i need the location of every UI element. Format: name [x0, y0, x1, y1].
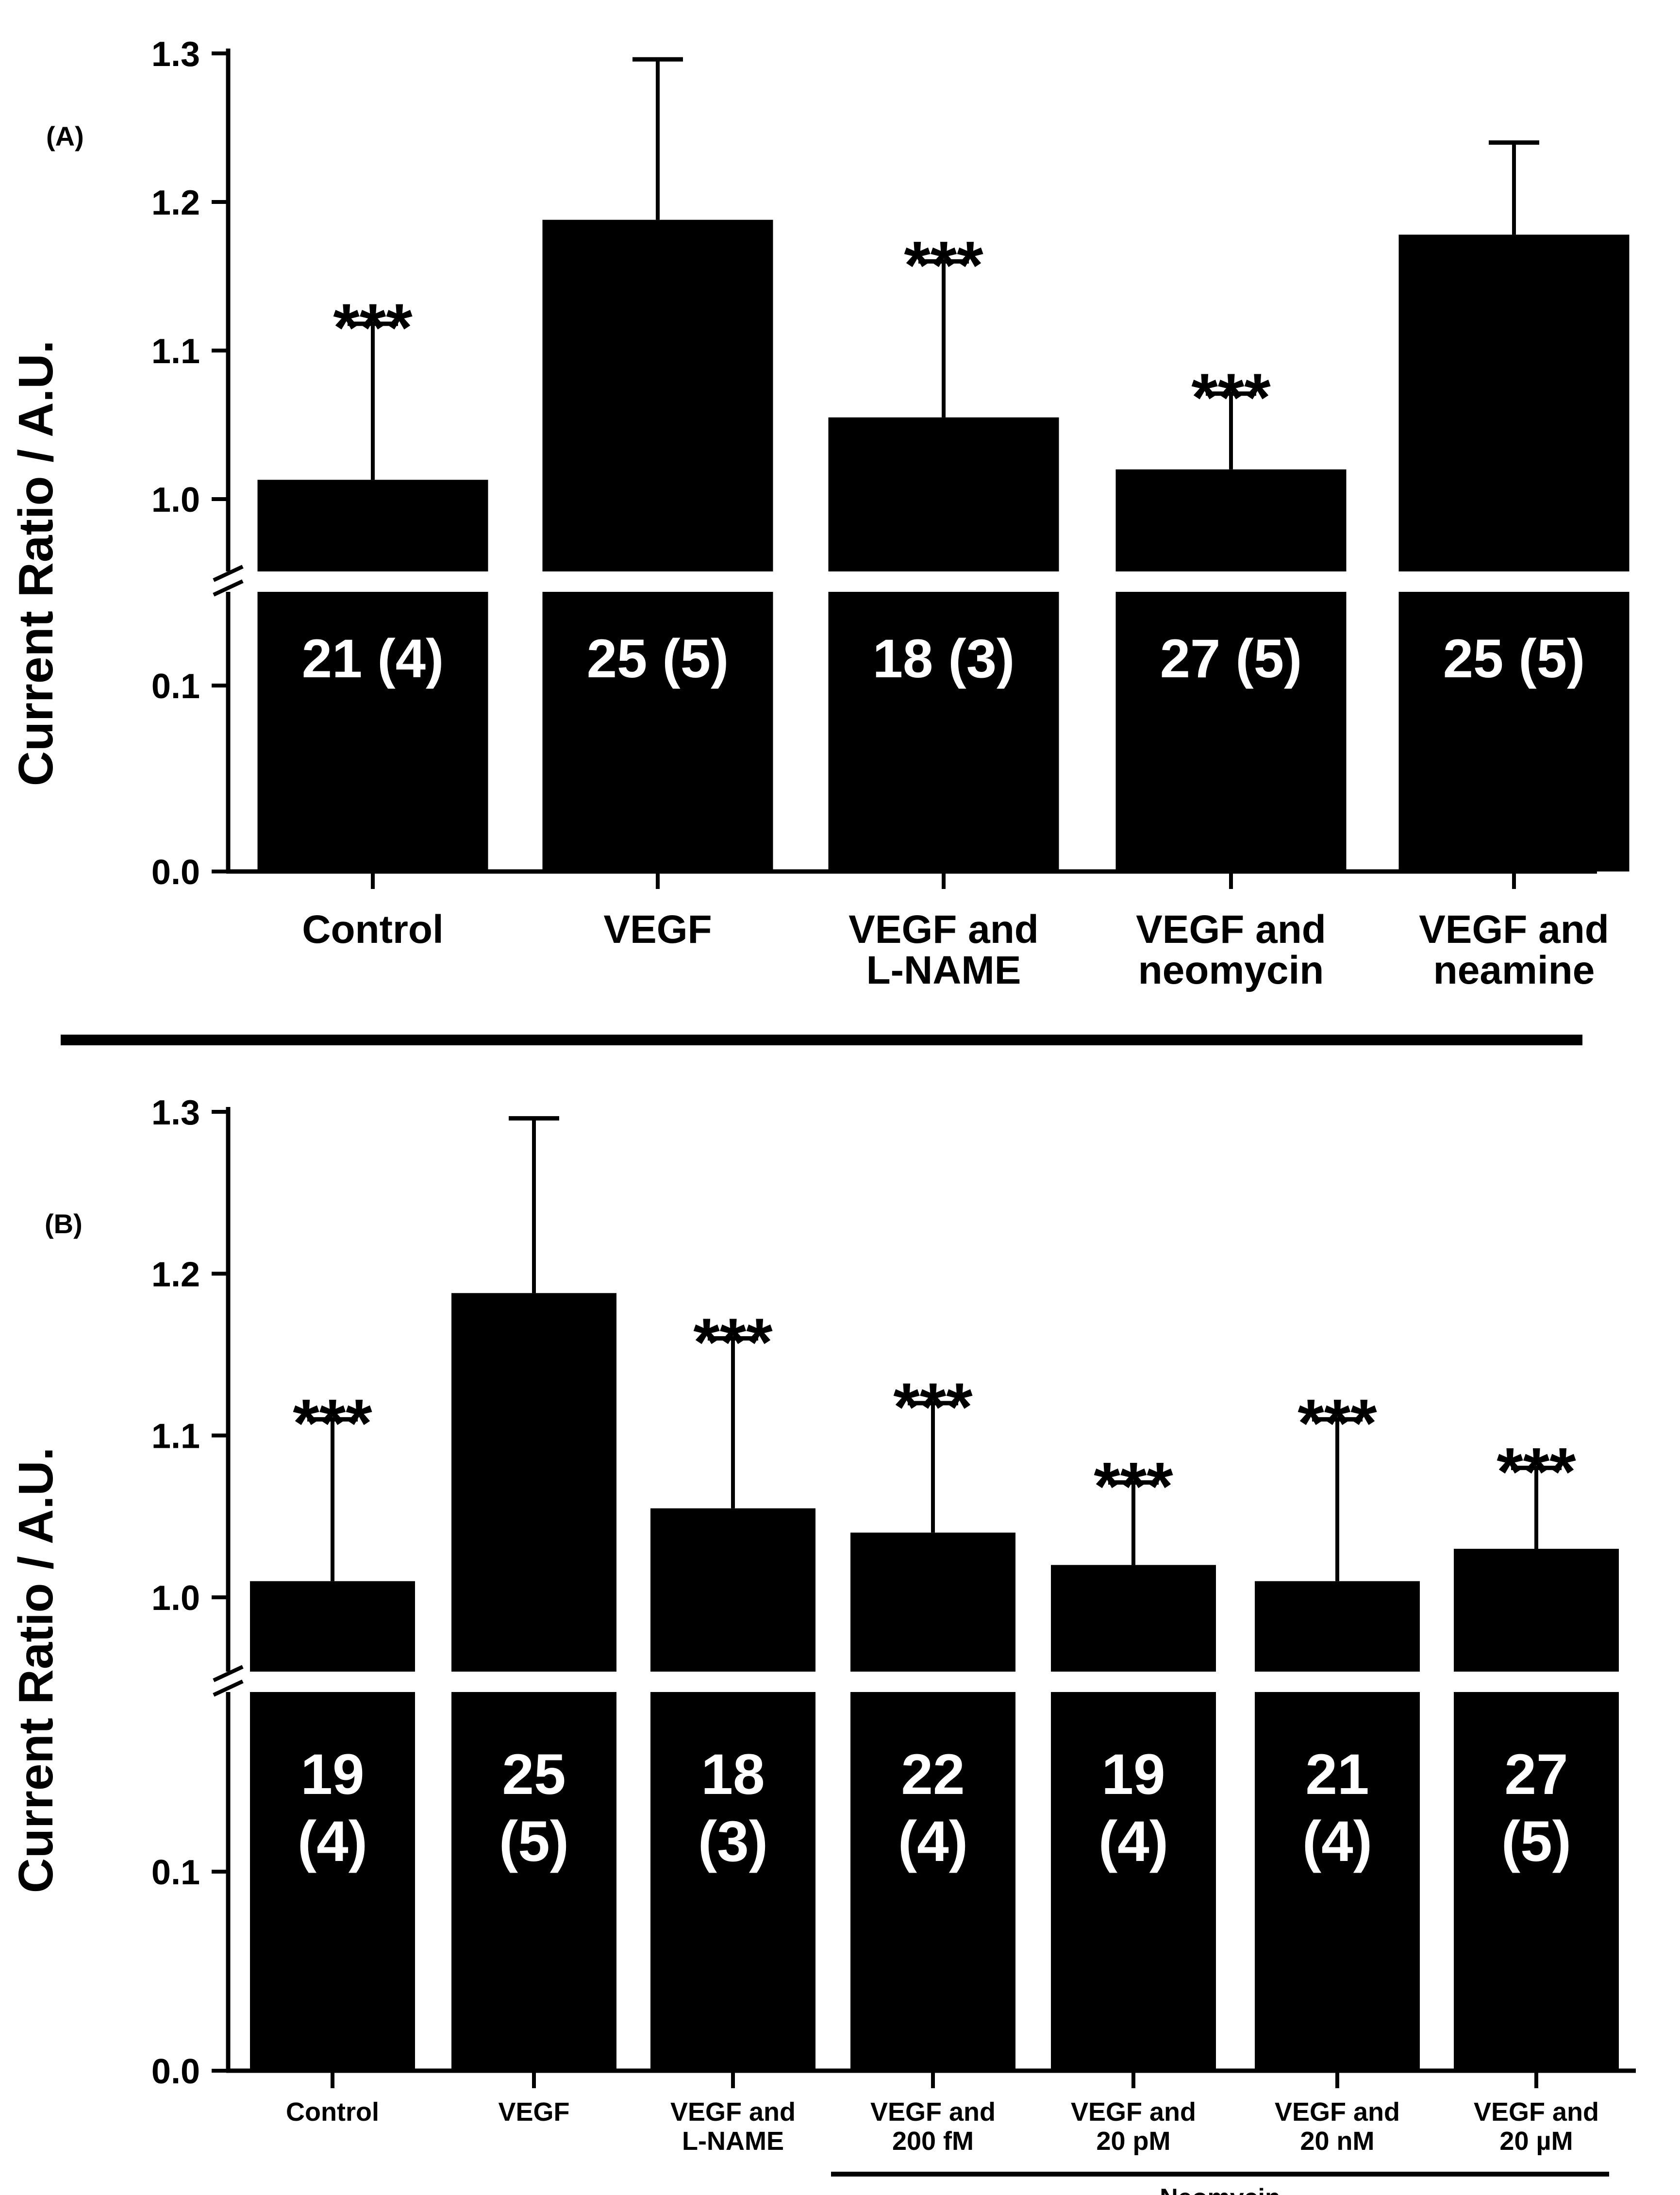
bar-upper: [1398, 235, 1630, 571]
y-tick-label: 1.3: [151, 35, 200, 74]
bar-n-label: (4): [1302, 1810, 1372, 1874]
significance-marker: ***: [333, 289, 413, 366]
bar-n-label: (5): [499, 1810, 569, 1874]
x-tick-label: 20 pM: [1096, 2127, 1170, 2156]
bar-n-label: 18: [701, 1743, 765, 1807]
x-tick-label: VEGF: [603, 907, 712, 952]
x-tick-label: VEGF: [498, 2097, 569, 2127]
significance-marker: ***: [293, 1385, 372, 1461]
group-bracket-label: Neomycin: [1160, 2184, 1281, 2195]
axis-break-mark: [213, 565, 244, 582]
y-tick-label: 0.1: [151, 1853, 200, 1892]
bar-n-label: (3): [698, 1810, 768, 1874]
bar-n-label: (5): [1501, 1810, 1571, 1874]
panel-label: (A): [46, 121, 84, 151]
bar-n-label: 22: [901, 1743, 965, 1807]
x-tick-label: Control: [302, 907, 443, 952]
x-tick-label: VEGF and: [870, 2097, 996, 2127]
bar-lower: [1255, 1692, 1420, 2071]
bar-upper: [850, 1532, 1015, 1672]
bar-n-label: (4): [298, 1810, 367, 1874]
bar-upper: [1115, 469, 1347, 571]
bar-n-label: 18 (3): [873, 628, 1015, 689]
bar-lower: [1115, 592, 1347, 871]
y-axis-label: Current Ratio / A.U.: [9, 340, 63, 787]
x-tick-label: Control: [286, 2097, 379, 2127]
significance-marker: ***: [1297, 1385, 1377, 1461]
y-tick-label: 1.0: [151, 1579, 200, 1618]
x-tick-label: 20 µM: [1499, 2127, 1573, 2156]
x-tick-label: neamine: [1433, 948, 1595, 992]
significance-marker: ***: [1497, 1433, 1576, 1509]
axis-break-mark: [213, 579, 244, 597]
x-tick-label: VEGF and: [1136, 907, 1326, 952]
bar-lower: [850, 1692, 1015, 2071]
bar-n-label: (4): [1098, 1810, 1168, 1874]
bar-n-label: 25 (5): [1443, 628, 1585, 689]
axis-break-mark: [213, 1679, 244, 1697]
x-tick-label: L-NAME: [682, 2127, 784, 2156]
y-tick-label: 1.1: [151, 1417, 200, 1456]
significance-marker: ***: [693, 1304, 773, 1380]
x-tick-label: VEGF and: [670, 2097, 796, 2127]
y-axis-label: Current Ratio / A.U.: [9, 1447, 63, 1893]
axis-break-mark: [213, 1665, 244, 1682]
y-tick-label: 0.1: [151, 667, 200, 706]
y-tick-label: 1.1: [151, 332, 200, 371]
bar-lower: [1398, 592, 1630, 871]
x-tick-label: VEGF and: [1419, 907, 1609, 952]
bar-n-label: 19: [1101, 1743, 1165, 1807]
y-tick-label: 1.2: [151, 184, 200, 222]
bar-n-label: 27: [1504, 1743, 1568, 1807]
x-tick-label: VEGF and: [1071, 2097, 1196, 2127]
y-tick-label: 0.0: [151, 2052, 200, 2091]
significance-marker: ***: [904, 227, 983, 303]
bar-upper: [650, 1508, 815, 1672]
x-tick-label: VEGF and: [1275, 2097, 1400, 2127]
y-tick-label: 1.2: [151, 1255, 200, 1294]
bar-n-label: 21 (4): [302, 628, 444, 689]
bar-lower: [1051, 1692, 1216, 2071]
bar-n-label: 27 (5): [1160, 628, 1302, 689]
bar-n-label: 25 (5): [587, 628, 729, 689]
bar-upper: [257, 480, 488, 571]
bar-n-label: 25: [502, 1743, 566, 1807]
bar-upper: [451, 1293, 616, 1672]
bar-upper: [542, 219, 773, 572]
significance-marker: ***: [1191, 359, 1271, 436]
bar-upper: [250, 1581, 415, 1672]
bar-lower: [451, 1692, 616, 2071]
significance-marker: ***: [893, 1369, 973, 1445]
bar-n-label: 21: [1305, 1743, 1369, 1807]
panel-label: (B): [45, 1208, 83, 1239]
x-tick-label: VEGF and: [848, 907, 1039, 952]
x-tick-label: neomycin: [1138, 948, 1324, 992]
x-tick-label: 200 fM: [892, 2127, 974, 2156]
bar-lower: [828, 592, 1059, 871]
bar-upper: [1454, 1549, 1619, 1672]
bar-lower: [257, 592, 488, 871]
bar-lower: [650, 1692, 815, 2071]
bar-lower: [542, 592, 773, 871]
y-tick-label: 1.0: [151, 481, 200, 519]
bar-upper: [828, 417, 1059, 571]
panel-b: Current Ratio / A.U. (B) 1.0 1.1 1.2 1.3 0.0 0.…: [9, 1093, 1636, 2195]
bar-n-label: (4): [898, 1810, 968, 1874]
y-tick-label: 0.0: [151, 853, 200, 892]
bar-n-label: 19: [300, 1743, 364, 1807]
y-tick-label: 1.3: [151, 1093, 200, 1132]
x-tick-label: 20 nM: [1300, 2127, 1374, 2156]
x-tick-label: VEGF and: [1474, 2097, 1599, 2127]
bar-upper: [1255, 1581, 1420, 1672]
panel-a: Current Ratio / A.U. (A) 1.0 1.1 1.2 1.3 0.0 0.…: [9, 35, 1630, 992]
x-tick-label: L-NAME: [866, 948, 1021, 992]
bar-lower: [250, 1692, 415, 2071]
bar-lower: [1454, 1692, 1619, 2071]
bar-upper: [1051, 1565, 1216, 1672]
significance-marker: ***: [1094, 1448, 1173, 1524]
